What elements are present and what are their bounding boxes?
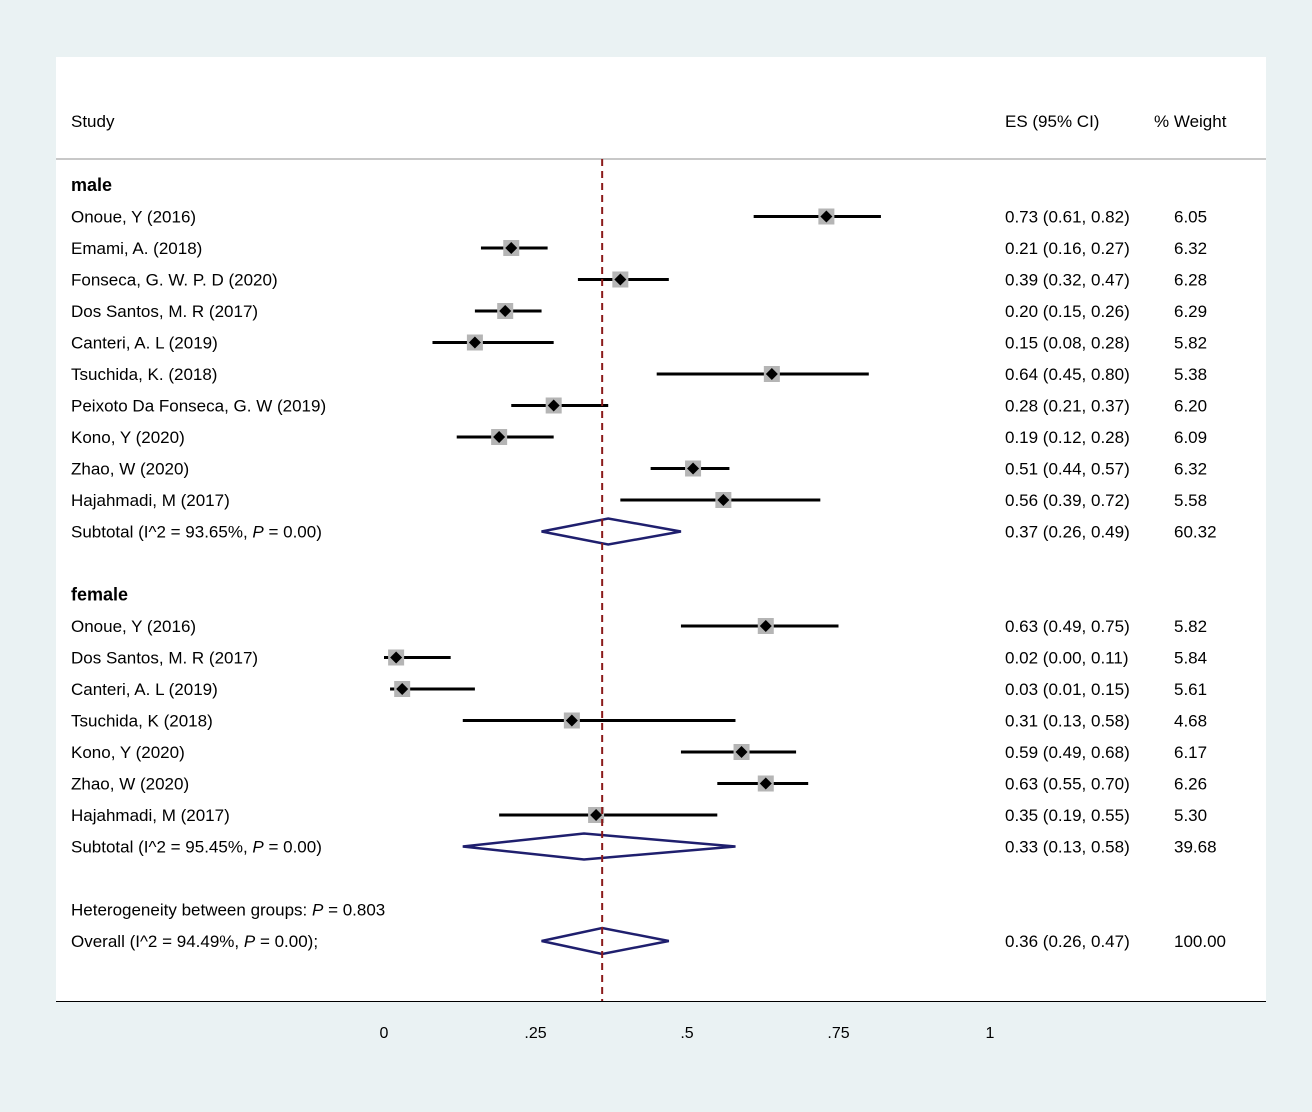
overall-label: Overall (I^2 = 94.49%, P = 0.00); <box>71 932 318 951</box>
g1-study-0-point-estimate <box>759 620 772 632</box>
g1-study-4-point-estimate <box>735 746 748 758</box>
g0-study-2-label: Fonseca, G. W. P. D (2020) <box>71 271 278 290</box>
g0-study-6-es-text: 0.28 (0.21, 0.37) <box>1005 397 1130 416</box>
g1-subtotal-es-text: 0.33 (0.13, 0.58) <box>1005 838 1130 857</box>
g0-study-7-es-text: 0.19 (0.12, 0.28) <box>1005 428 1130 447</box>
x-tick-label-2: .5 <box>680 1025 693 1042</box>
rows-layer: male Onoue, Y (2016) 0.73 (0.61, 0.82) 6.05… <box>71 159 1226 1002</box>
group-heading-female: female <box>71 585 128 605</box>
g1-study-4-weight-text: 6.17 <box>1174 743 1207 762</box>
header-weight: % Weight <box>1154 112 1227 131</box>
g0-study-5-label: Tsuchida, K. (2018) <box>71 365 217 384</box>
g1-study-3-point-estimate <box>565 714 578 727</box>
g0-study-4-weight-text: 5.82 <box>1174 334 1207 353</box>
g1-study-5-point-estimate <box>759 777 772 790</box>
g0-study-0-label: Onoue, Y (2016) <box>71 208 196 227</box>
heterogeneity-label: Heterogeneity between groups: P = 0.803 <box>71 901 385 920</box>
g1-study-6-weight-text: 5.30 <box>1174 806 1207 825</box>
g0-study-7-weight-text: 6.09 <box>1174 428 1207 447</box>
g0-study-7-point-estimate <box>493 431 506 443</box>
g1-study-3-label: Tsuchida, K (2018) <box>71 712 213 731</box>
g0-study-9-es-text: 0.56 (0.39, 0.72) <box>1005 491 1130 510</box>
g1-study-2-es-text: 0.03 (0.01, 0.15) <box>1005 680 1130 699</box>
g0-study-5-es-text: 0.64 (0.45, 0.80) <box>1005 365 1130 384</box>
g1-study-6-point-estimate <box>590 809 603 821</box>
forest-plot: Study ES (95% CI) % Weight male Onoue, Y … <box>56 112 1266 1013</box>
g1-subtotal-label: Subtotal (I^2 = 95.45%, P = 0.00) <box>71 838 322 857</box>
g1-study-1-es-text: 0.02 (0.00, 0.11) <box>1005 649 1129 668</box>
g1-study-0-weight-text: 5.82 <box>1174 617 1207 636</box>
g0-study-8-label: Zhao, W (2020) <box>71 460 189 479</box>
overall-diamond <box>541 926 670 956</box>
g0-study-0-es-text: 0.73 (0.61, 0.82) <box>1005 208 1130 227</box>
g1-study-4-label: Kono, Y (2020) <box>71 743 185 762</box>
g0-study-6-point-estimate <box>547 399 560 412</box>
g0-study-8-weight-text: 6.32 <box>1174 460 1207 479</box>
x-tick-label-0: 0 <box>380 1025 389 1042</box>
g1-study-1-point-estimate <box>390 651 403 664</box>
header-study: Study <box>71 112 115 131</box>
g0-study-3-point-estimate <box>499 305 512 317</box>
g0-study-4-label: Canteri, A. L (2019) <box>71 334 218 353</box>
g0-study-2-es-text: 0.39 (0.32, 0.47) <box>1005 271 1130 290</box>
overall-weight-text: 100.00 <box>1174 932 1226 951</box>
g0-study-9-label: Hajahmadi, M (2017) <box>71 491 230 510</box>
g1-study-5-label: Zhao, W (2020) <box>71 775 189 794</box>
g0-study-3-es-text: 0.20 (0.15, 0.26) <box>1005 302 1130 321</box>
g1-subtotal-diamond <box>462 832 736 861</box>
g0-study-2-weight-text: 6.28 <box>1174 271 1207 290</box>
g0-study-1-weight-text: 6.32 <box>1174 239 1207 258</box>
header-es: ES (95% CI) <box>1005 112 1099 131</box>
g1-study-0-label: Onoue, Y (2016) <box>71 617 196 636</box>
g1-study-5-es-text: 0.63 (0.55, 0.70) <box>1005 775 1130 794</box>
g0-study-6-weight-text: 6.20 <box>1174 397 1207 416</box>
g0-subtotal-label: Subtotal (I^2 = 93.65%, P = 0.00) <box>71 523 322 542</box>
group-heading-male: male <box>71 175 112 195</box>
x-tick-label-4: 1 <box>986 1025 995 1042</box>
g1-study-3-weight-text: 4.68 <box>1174 712 1207 731</box>
g0-study-1-point-estimate <box>505 242 518 254</box>
x-tick-label-1: .25 <box>524 1025 546 1042</box>
g0-study-9-point-estimate <box>717 494 730 506</box>
g1-study-6-es-text: 0.35 (0.19, 0.55) <box>1005 806 1130 825</box>
g1-study-2-weight-text: 5.61 <box>1174 680 1207 699</box>
g1-study-2-point-estimate <box>396 683 409 695</box>
forest-plot-panel: Study ES (95% CI) % Weight male Onoue, Y … <box>56 57 1266 1013</box>
g0-study-7-label: Kono, Y (2020) <box>71 428 185 447</box>
g0-subtotal-es-text: 0.37 (0.26, 0.49) <box>1005 523 1130 542</box>
g0-study-5-weight-text: 5.38 <box>1174 365 1207 384</box>
g0-study-9-weight-text: 5.58 <box>1174 491 1207 510</box>
g1-study-1-label: Dos Santos, M. R (2017) <box>71 649 258 668</box>
g1-subtotal-weight-text: 39.68 <box>1174 838 1217 857</box>
g0-study-8-point-estimate <box>687 462 700 475</box>
g1-study-0-es-text: 0.63 (0.49, 0.75) <box>1005 617 1130 636</box>
g0-subtotal-weight-text: 60.32 <box>1174 523 1217 542</box>
g0-study-0-point-estimate <box>820 210 833 223</box>
g0-subtotal-diamond <box>541 517 682 546</box>
g0-study-3-weight-text: 6.29 <box>1174 302 1207 321</box>
g1-study-6-label: Hajahmadi, M (2017) <box>71 806 230 825</box>
overall-es-text: 0.36 (0.26, 0.47) <box>1005 932 1130 951</box>
g1-study-3-es-text: 0.31 (0.13, 0.58) <box>1005 712 1130 731</box>
g1-study-1-weight-text: 5.84 <box>1174 649 1207 668</box>
g0-study-2-point-estimate <box>614 273 627 286</box>
g1-study-2-label: Canteri, A. L (2019) <box>71 680 218 699</box>
g1-study-4-es-text: 0.59 (0.49, 0.68) <box>1005 743 1130 762</box>
g1-study-5-weight-text: 6.26 <box>1174 775 1207 794</box>
g0-study-1-label: Emami, A. (2018) <box>71 239 202 258</box>
g0-study-3-label: Dos Santos, M. R (2017) <box>71 302 258 321</box>
g0-study-4-es-text: 0.15 (0.08, 0.28) <box>1005 334 1130 353</box>
g0-study-5-point-estimate <box>765 368 778 380</box>
g0-study-8-es-text: 0.51 (0.44, 0.57) <box>1005 460 1130 479</box>
g0-study-4-point-estimate <box>468 336 481 349</box>
g0-study-0-weight-text: 6.05 <box>1174 208 1207 227</box>
g0-study-1-es-text: 0.21 (0.16, 0.27) <box>1005 239 1130 258</box>
x-tick-label-3: .75 <box>827 1025 849 1042</box>
g0-study-6-label: Peixoto Da Fonseca, G. W (2019) <box>71 397 326 416</box>
